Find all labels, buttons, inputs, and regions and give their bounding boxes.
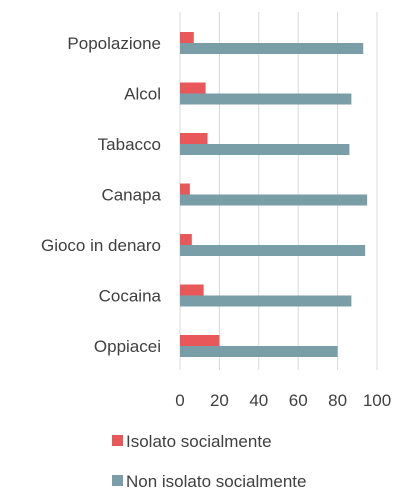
legend-label-isolato-socialmente: Isolato socialmente (126, 432, 272, 451)
bar-non-isolato-tabacco (180, 144, 350, 155)
x-tick-label-80: 80 (328, 391, 347, 410)
bar-isolato-gioco-in-denaro (180, 234, 192, 245)
x-tick-label-20: 20 (210, 391, 229, 410)
category-label-alcol: Alcol (124, 85, 161, 104)
bar-isolato-cocaina (180, 284, 204, 296)
bar-non-isolato-alcol (180, 93, 352, 105)
gridlines (179, 12, 378, 370)
category-label-cocaina: Cocaina (99, 287, 162, 306)
bar-non-isolato-oppiacei (180, 346, 338, 357)
x-tick-label-0: 0 (175, 391, 184, 410)
bar-non-isolato-popolazione (180, 43, 364, 54)
category-label-gioco-in-denaro: Gioco in denaro (41, 236, 161, 255)
category-label-tabacco: Tabacco (98, 135, 161, 154)
bar-isolato-canapa (180, 183, 190, 195)
bar-non-isolato-cocaina (180, 295, 352, 307)
legend-swatch-non-isolato-socialmente (112, 475, 123, 486)
x-tick-label-60: 60 (289, 391, 308, 410)
category-label-popolazione: Popolazione (67, 34, 161, 53)
category-label-canapa: Canapa (101, 186, 161, 205)
bar-isolato-alcol (180, 82, 206, 94)
bar-isolato-popolazione (180, 32, 194, 43)
x-tick-label-100: 100 (363, 391, 391, 410)
legend-swatch-isolato-socialmente (112, 435, 123, 446)
legend: Isolato socialmente Non isolato socialmen… (112, 432, 306, 491)
category-labels: Popolazione Alcol Tabacco Canapa Gioco in de… (41, 34, 162, 356)
bar-isolato-oppiacei (180, 335, 220, 346)
category-label-oppiacei: Oppiacei (94, 337, 161, 356)
x-tick-label-40: 40 (249, 391, 268, 410)
bars (180, 32, 368, 357)
bar-non-isolato-gioco-in-denaro (180, 245, 366, 256)
bar-isolato-tabacco (180, 133, 208, 144)
x-tick-labels: 0 20 40 60 80 100 (175, 391, 391, 410)
legend-label-non-isolato-socialmente: Non isolato socialmente (126, 472, 306, 491)
bar-non-isolato-canapa (180, 194, 368, 206)
